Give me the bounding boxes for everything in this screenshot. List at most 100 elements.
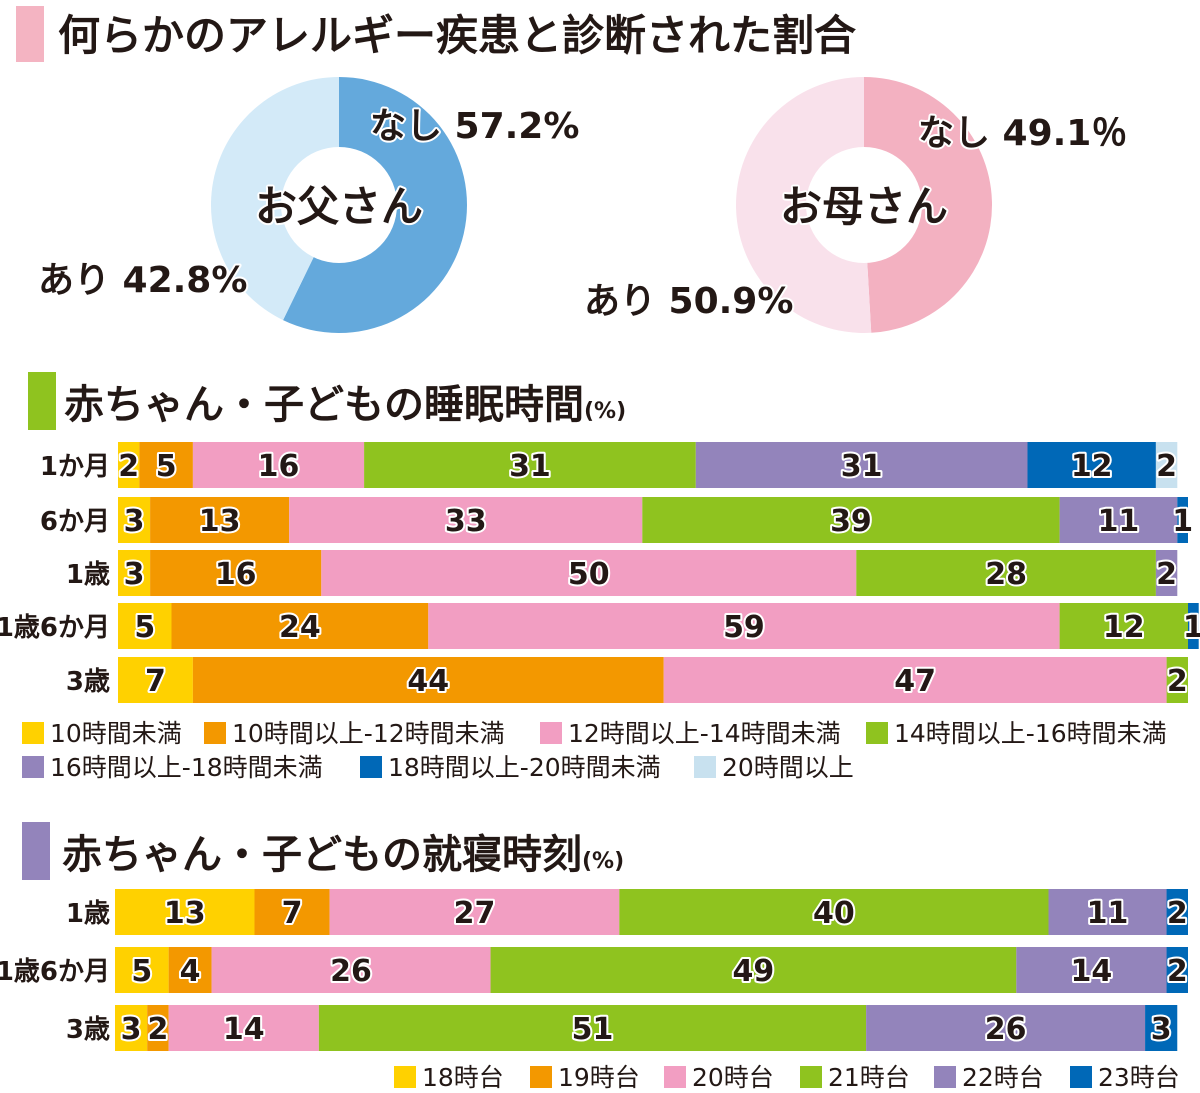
bar-segment (1027, 442, 1156, 488)
bar-segment (115, 1005, 148, 1051)
data-label: 16 (215, 557, 257, 592)
pie-center-label: お母さん (780, 182, 948, 231)
bar-segment (118, 497, 151, 543)
bar-segment (118, 442, 140, 488)
bar-segment (171, 603, 429, 649)
data-label: 5 (134, 610, 155, 645)
legend-label: 10時間以上-12時間未満 (232, 719, 505, 748)
bar-segment (321, 550, 857, 596)
data-label: 39 (830, 504, 872, 539)
row-label: 1歳6か月 (0, 613, 110, 643)
data-label: 7 (145, 664, 166, 699)
data-label: 2 (147, 1012, 168, 1047)
data-label: 51 (572, 1012, 614, 1047)
data-label: 44 (407, 664, 449, 699)
row-label: 1歳 (66, 560, 110, 590)
legend-swatch (800, 1066, 822, 1088)
bar-segment (168, 1005, 319, 1051)
data-label: 2 (1167, 954, 1188, 989)
bar-segment (147, 1005, 169, 1051)
row-label: 1歳 (66, 899, 110, 929)
row-label: 3歳 (66, 667, 110, 697)
bar-segment (211, 947, 491, 993)
bar-segment (856, 550, 1156, 596)
data-label: 24 (279, 610, 321, 645)
data-label: 59 (723, 610, 765, 645)
data-label: 3 (121, 1012, 142, 1047)
data-label: 12 (1103, 610, 1145, 645)
pie-slice (864, 77, 993, 333)
legend-label: 19時台 (558, 1063, 640, 1092)
legend-swatch (394, 1066, 416, 1088)
bar-segment (318, 1005, 867, 1051)
legend-swatch (866, 722, 888, 744)
data-label: 3 (124, 504, 145, 539)
data-label: 1 (1183, 610, 1200, 645)
legend-label: 12時間以上-14時間未満 (568, 719, 841, 748)
bar-segment (1145, 1005, 1178, 1051)
title-marker (16, 6, 44, 62)
data-label: 12 (1071, 449, 1113, 484)
bar-segment (118, 550, 151, 596)
bar-segment (695, 442, 1028, 488)
bar-segment (192, 657, 664, 703)
legend-label: 14時間以上-16時間未満 (894, 719, 1167, 748)
bar-segment (289, 497, 643, 543)
legend-swatch (1070, 1066, 1092, 1088)
data-label: 49 (733, 954, 775, 989)
legend-label: 22時台 (962, 1063, 1044, 1092)
chart-title: 何らかのアレルギー疾患と診断された割合 (58, 11, 856, 60)
bar-segment (866, 1005, 1146, 1051)
legend-swatch (664, 1066, 686, 1088)
chart-title: 赤ちゃん・子どもの就寝時刻(%) (62, 832, 624, 878)
row-label: 1か月 (40, 452, 110, 482)
legend-swatch (22, 756, 44, 778)
data-label: 31 (509, 449, 551, 484)
data-label: 2 (118, 449, 139, 484)
bar-segment (168, 947, 212, 993)
data-label: 11 (1098, 504, 1140, 539)
bar-segment (1166, 657, 1188, 703)
data-label: 13 (164, 896, 206, 931)
data-label: 28 (985, 557, 1027, 592)
bar-segment (619, 889, 1049, 935)
data-label: 31 (841, 449, 883, 484)
title-marker (22, 822, 50, 880)
legend-label: 21時台 (828, 1063, 910, 1092)
data-label: 5 (131, 954, 152, 989)
data-label: 1 (1172, 504, 1193, 539)
bar-segment (1155, 442, 1178, 488)
data-label: 3 (1151, 1012, 1172, 1047)
pie-slice-label: あり 50.9% (584, 281, 793, 322)
legend-label: 10時間未満 (50, 719, 182, 748)
data-label: 5 (156, 449, 177, 484)
data-label: 33 (445, 504, 487, 539)
legend-label: 23時台 (1098, 1063, 1180, 1092)
bar-segment (1166, 889, 1188, 935)
legend-label: 20時間以上 (722, 753, 854, 782)
pie-center-label: お父さん (255, 182, 423, 231)
bar-segment (115, 889, 255, 935)
pie-hole (281, 147, 397, 263)
data-label: 4 (180, 954, 201, 989)
data-label: 26 (985, 1012, 1027, 1047)
pie-slice (211, 77, 339, 321)
bar-segment (1155, 550, 1178, 596)
data-label: 2 (1156, 557, 1177, 592)
legend-label: 18時間以上-20時間未満 (388, 753, 661, 782)
pie-slice-label: なし 49.1％ (918, 113, 1127, 154)
bar-segment (1059, 603, 1188, 649)
bar-segment (1016, 947, 1167, 993)
bar-segment (192, 442, 365, 488)
data-label: 11 (1087, 896, 1129, 931)
bar-segment (364, 442, 696, 488)
legend-swatch (694, 756, 716, 778)
legend-swatch (540, 722, 562, 744)
bar-segment (490, 947, 1017, 993)
data-label: 16 (258, 449, 300, 484)
bar-segment (428, 603, 1060, 649)
data-label: 3 (124, 557, 145, 592)
bar-segment (1059, 497, 1178, 543)
legend-swatch (204, 722, 226, 744)
